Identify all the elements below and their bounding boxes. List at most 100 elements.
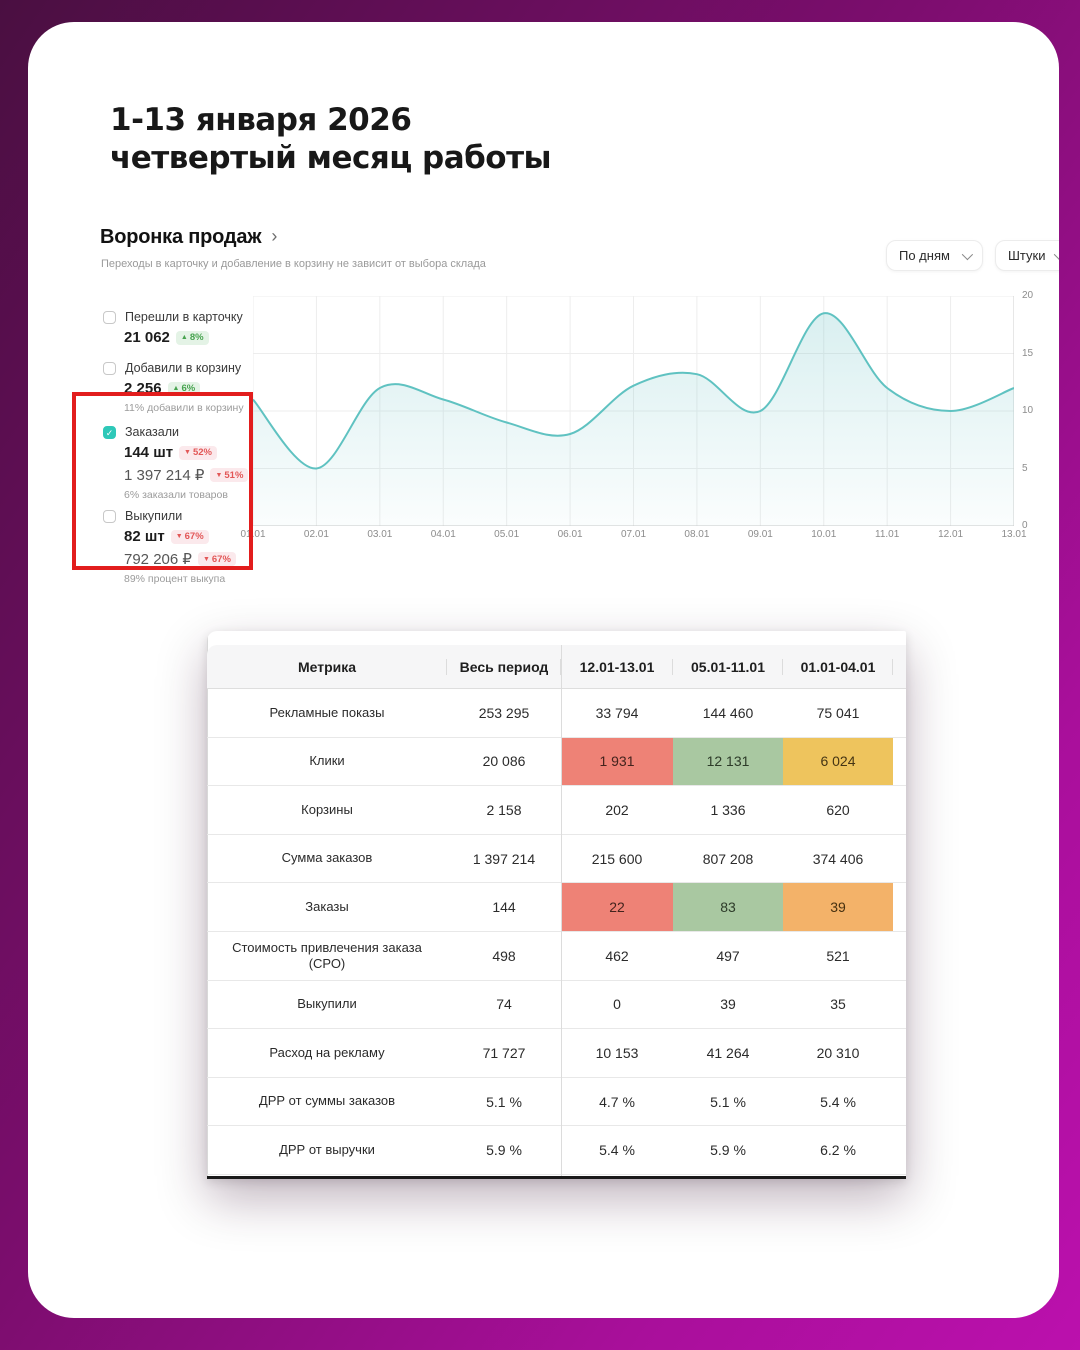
table-period-cell: 75 041 [816, 704, 860, 721]
table-period-cell: 374 406 [812, 850, 864, 867]
metrics-table: Метрика Весь период 12.01-13.01 05.01-11.01… [207, 631, 906, 1179]
page-title: 1-13 января 2026 четвертый месяц работы [110, 102, 552, 178]
table-period-cell: 83 [673, 883, 783, 931]
table-metric-cell: Сумма заказов [281, 850, 373, 866]
checkbox-item-1[interactable] [103, 361, 116, 375]
table-header-cell: 05.01-11.01 [673, 659, 783, 675]
table-period-cell: 41 264 [706, 1044, 750, 1061]
arrow-down-icon: ▼ [175, 533, 183, 540]
funnel-metric-subtext: 89% процент выкупа [124, 573, 226, 585]
table-total-cell: 1 397 214 [472, 850, 536, 867]
table-period-cell: 5.4 % [599, 1142, 635, 1159]
period-dropdown[interactable]: По дням [886, 240, 983, 271]
table-metric-cell: Выкупили [297, 996, 357, 1012]
funnel-metric-label: Перешли в карточку [125, 310, 243, 324]
table-period-cell: 6 024 [783, 737, 893, 786]
table-period-cell: 1 931 [561, 737, 673, 786]
x-tick-label: 01.01 [240, 529, 266, 540]
trend-badge-value: 6% [181, 383, 196, 394]
table-total-cell: 74 [496, 996, 512, 1013]
funnel-section-link[interactable]: Воронка продаж › [100, 226, 277, 249]
funnel-metric-toggle[interactable]: ✓ Заказали [103, 425, 263, 439]
funnel-metric-subtext: 11% добавили в корзину [124, 402, 244, 414]
trend-badge: ▼ 52% [179, 445, 217, 460]
units-dropdown-value: Штуки [1008, 248, 1046, 263]
x-tick-label: 07.01 [620, 529, 647, 540]
funnel-metric-value-row: 2 256 ▲ 6% [124, 380, 263, 397]
table-period-cell: 497 [716, 947, 740, 964]
funnel-metric-subtext: 6% заказали товаров [124, 489, 228, 501]
funnel-metric-value: 144 шт [124, 444, 174, 461]
chart-line-series [252, 312, 1015, 470]
checkbox-item-3[interactable] [103, 509, 116, 523]
trend-badge-value: 52% [192, 447, 212, 458]
table-metric-cell: Корзины [301, 801, 353, 817]
checkbox-item-2[interactable]: ✓ [103, 425, 116, 439]
trend-badge: ▼ 51% [210, 468, 249, 482]
table-row: ДРР от суммы заказов 5.1 % 4.7 % 5.1 % 5.4 % [207, 1078, 906, 1127]
funnel-metric-item: Выкупили 82 шт ▼ 67% 792 206 ₽ ▼ 67% 89% процен… [103, 509, 263, 585]
table-row: Заказы 144 22 83 39 [207, 883, 906, 932]
table-header-cell: Весь период [447, 659, 561, 675]
units-dropdown[interactable]: Штуки [995, 240, 1059, 271]
table-row: ДРР от выручки 5.9 % 5.4 % 5.9 % 6.2 % [207, 1126, 906, 1175]
table-period-cell: 39 [783, 883, 893, 931]
table-header-cell: 12.01-13.01 [561, 659, 673, 675]
trend-badge: ▲ 8% [175, 330, 209, 345]
checkbox-item-0[interactable] [103, 310, 116, 324]
funnel-metric-value: 82 шт [124, 528, 165, 545]
funnel-metric-value: 792 206 ₽ [124, 551, 192, 568]
funnel-metric-label: Добавили в корзину [125, 361, 242, 375]
table-period-cell: 5.9 % [710, 1142, 746, 1159]
x-tick-label: 13.01 [1001, 529, 1027, 540]
funnel-metric-label: Выкупили [125, 509, 183, 523]
table-row: Корзины 2 158 202 1 336 620 [207, 786, 906, 835]
table-period-cell: 144 460 [702, 704, 754, 721]
table-period-cell: 521 [826, 947, 850, 964]
table-total-cell: 5.9 % [486, 1142, 522, 1159]
arrow-down-icon: ▼ [184, 449, 191, 456]
table-metric-cell: Стоимость привлечения заказа (СРО) [232, 939, 422, 971]
table-metric-cell: ДРР от суммы заказов [258, 1093, 396, 1109]
table-period-cell: 215 600 [591, 850, 643, 867]
funnel-metric-value-row: 1 397 214 ₽ ▼ 51% [124, 466, 263, 484]
x-tick-label: 02.01 [303, 529, 329, 540]
funnel-metric-toggle[interactable]: Перешли в карточку [103, 310, 263, 324]
funnel-metric-toggle[interactable]: Выкупили [103, 509, 263, 523]
chevron-down-icon [961, 248, 974, 260]
funnel-metric-value-row: 82 шт ▼ 67% [124, 528, 263, 545]
funnel-metric-value-row: 144 шт ▼ 52% [124, 444, 263, 461]
table-period-cell: 12 131 [673, 737, 783, 786]
x-tick-label: 10.01 [811, 529, 837, 540]
chevron-right-icon: › [271, 226, 278, 246]
x-tick-label: 12.01 [938, 529, 964, 540]
funnel-metric-value: 21 062 [124, 329, 170, 346]
y-tick-label: 15 [1022, 347, 1034, 359]
table-period-cell: 10 153 [595, 1044, 639, 1061]
trend-badge-value: 8% [189, 332, 204, 343]
table-total-cell: 253 295 [478, 704, 530, 721]
y-tick-label: 5 [1022, 462, 1028, 474]
chart-x-axis-labels: 01.01 02.01 03.01 04.01 05.01 06.01 07.01 08.01… [240, 529, 1026, 543]
table-period-cell: 202 [605, 801, 629, 818]
table-metric-cell: Расход на рекламу [269, 1044, 385, 1060]
arrow-up-icon: ▲ [180, 334, 188, 341]
table-total-cell: 20 086 [482, 753, 526, 770]
funnel-chart [252, 295, 1015, 527]
table-total-cell: 2 158 [486, 801, 522, 818]
table-period-cell: 33 794 [595, 704, 639, 721]
table-period-cell: 620 [826, 801, 850, 818]
table-row: Стоимость привлечения заказа (СРО) 498 462… [207, 932, 906, 981]
trend-badge: ▲ 6% [167, 381, 201, 396]
funnel-metric-toggle[interactable]: Добавили в корзину [103, 361, 263, 375]
funnel-subtitle: Переходы в карточку и добавление в корзи… [101, 258, 486, 270]
x-tick-label: 06.01 [557, 529, 583, 540]
table-metric-cell: Рекламные показы [269, 704, 385, 720]
funnel-metric-label: Заказали [125, 425, 180, 439]
table-period-cell: 39 [720, 996, 736, 1013]
y-tick-label: 20 [1022, 290, 1034, 301]
x-tick-label: 09.01 [747, 529, 773, 540]
chevron-down-icon [1054, 248, 1059, 260]
trend-badge-value: 67% [211, 553, 231, 565]
trend-badge: ▼ 67% [170, 529, 209, 544]
